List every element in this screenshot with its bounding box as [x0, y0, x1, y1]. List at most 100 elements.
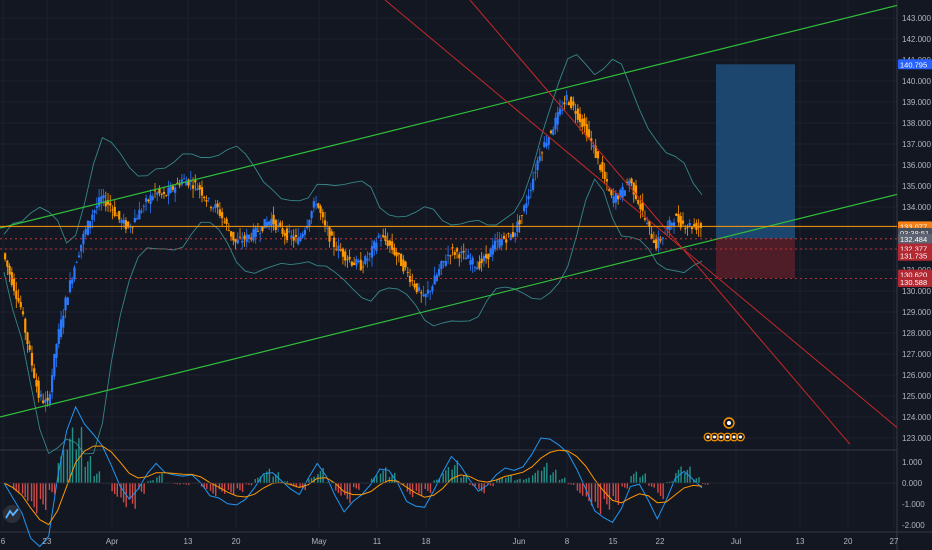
- macd-histogram-bar: [174, 483, 176, 484]
- price-tick-label: 140.000: [902, 77, 931, 86]
- candle-body: [127, 221, 130, 228]
- candle-body: [431, 286, 434, 292]
- candle-body: [605, 179, 609, 182]
- macd-histogram-bar: [182, 483, 185, 485]
- dividend-marker-icon: [732, 435, 736, 439]
- time-tick-label: 22: [656, 537, 665, 546]
- candle-body: [35, 379, 38, 387]
- macd-histogram-bar: [438, 478, 441, 483]
- candle-body: [234, 239, 237, 243]
- macd-histogram-bar: [695, 478, 698, 483]
- stop-zone: [716, 238, 795, 278]
- macd-histogram-bar: [594, 483, 597, 502]
- macd-histogram-bar: [388, 476, 391, 483]
- event-markers[interactable]: [703, 417, 745, 442]
- dividend-marker-icon: [710, 432, 719, 442]
- trend-lines[interactable]: [0, 0, 898, 445]
- price-tick-label: 137.000: [902, 140, 931, 149]
- macd-histogram-bar: [206, 483, 208, 490]
- macd-histogram-bar: [644, 473, 646, 483]
- earnings-marker-icon: [723, 417, 735, 429]
- time-tick-label: 8: [565, 537, 570, 546]
- candle-body: [675, 213, 678, 216]
- channel-lower-line: [0, 193, 898, 418]
- candle-body: [89, 221, 92, 229]
- candle-body: [578, 113, 582, 123]
- macd-histogram-bar: [588, 483, 590, 502]
- candle-body: [187, 179, 190, 186]
- candle-body: [236, 239, 239, 244]
- price-tick-label: 125.000: [902, 392, 931, 401]
- price-tick-label: 135.000: [902, 182, 931, 191]
- macd-histogram-bar: [30, 483, 33, 502]
- macd-histogram-bar: [66, 449, 69, 483]
- candle-body: [344, 251, 347, 261]
- macd-histogram-bar: [131, 483, 134, 504]
- macd-histogram-bar: [653, 483, 655, 488]
- macd-histogram-bar: [516, 479, 519, 483]
- bollinger-bands: [3, 54, 703, 455]
- macd-histogram-bar: [391, 474, 393, 483]
- macd-line: [3, 405, 703, 548]
- tradingview-logo-icon[interactable]: [3, 505, 21, 523]
- candle-body: [209, 207, 213, 209]
- candle-body: [323, 220, 327, 226]
- macd-histogram-bar: [232, 483, 235, 495]
- candle-body: [670, 222, 673, 226]
- macd-histogram-bar: [555, 469, 557, 483]
- candle-body: [12, 278, 16, 291]
- candle-body: [350, 261, 353, 266]
- candle-body: [623, 190, 626, 196]
- macd-histogram-bar: [292, 483, 295, 487]
- candle-body: [290, 235, 293, 239]
- candle-body: [599, 164, 602, 171]
- candle-body: [397, 252, 400, 255]
- candle-body: [583, 118, 586, 126]
- macd-histogram-bar: [215, 483, 217, 497]
- candle-body: [411, 280, 414, 281]
- position-box[interactable]: [716, 64, 795, 278]
- dividend-marker-icon: [703, 432, 713, 442]
- candle-body: [388, 240, 392, 246]
- time-axis[interactable]: 6 23 Apr 13 20 May 11 18 Jun 8 15 22 Jul 13 20 27: [1, 537, 899, 546]
- macd-histogram-bar: [209, 483, 212, 491]
- candle-body: [191, 185, 195, 189]
- dividend-marker-icon: [713, 435, 716, 439]
- macd-histogram-bar: [641, 475, 644, 483]
- price-tag-label: 131.735: [900, 252, 927, 261]
- price-tick-label: 130.000: [902, 287, 931, 296]
- candle-body: [227, 230, 230, 231]
- candle-body: [648, 220, 651, 227]
- macd-histogram-bar: [331, 481, 333, 483]
- candle-body: [632, 182, 635, 195]
- macd-histogram-bar: [597, 483, 599, 508]
- candle-body: [77, 255, 81, 258]
- candle-body: [518, 219, 521, 225]
- macd-histogram-bar: [650, 483, 653, 487]
- macd-histogram-bar: [39, 483, 42, 500]
- candle-body: [630, 178, 633, 184]
- macd-histogram-bar: [134, 483, 136, 509]
- price-tag-bg: [898, 250, 932, 261]
- macd-histogram-bar: [519, 478, 521, 483]
- candle-body: [603, 171, 606, 179]
- macd-histogram-bar: [420, 483, 423, 497]
- price-tag-bg: [898, 276, 932, 287]
- candle-body: [120, 220, 123, 223]
- candle-body: [129, 227, 132, 229]
- candle-body: [50, 375, 54, 393]
- candle-body: [424, 293, 427, 298]
- candle-body: [540, 152, 544, 154]
- horizontal-levels[interactable]: [0, 225, 897, 279]
- macd-histogram-bar: [561, 478, 563, 483]
- candle-body: [44, 399, 47, 403]
- candle-body: [17, 298, 20, 302]
- candles: [4, 90, 702, 412]
- candle-body: [82, 233, 85, 245]
- macd-histogram-bar: [111, 483, 113, 492]
- candle-body: [303, 229, 307, 235]
- macd-histogram-bar: [659, 483, 662, 496]
- candle-body: [185, 180, 188, 186]
- macd-histogram-bar: [543, 466, 545, 483]
